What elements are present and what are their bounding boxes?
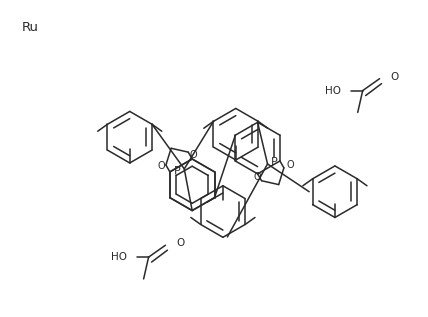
Text: O: O <box>157 161 165 171</box>
Text: O: O <box>176 238 184 248</box>
Text: HO: HO <box>111 252 127 262</box>
Text: HO: HO <box>325 86 341 96</box>
Text: Ru: Ru <box>22 21 39 34</box>
Text: P: P <box>271 157 278 167</box>
Text: P: P <box>174 166 181 176</box>
Text: O: O <box>286 160 294 170</box>
Text: O: O <box>254 172 262 182</box>
Text: O: O <box>189 150 197 160</box>
Text: O: O <box>390 72 399 82</box>
